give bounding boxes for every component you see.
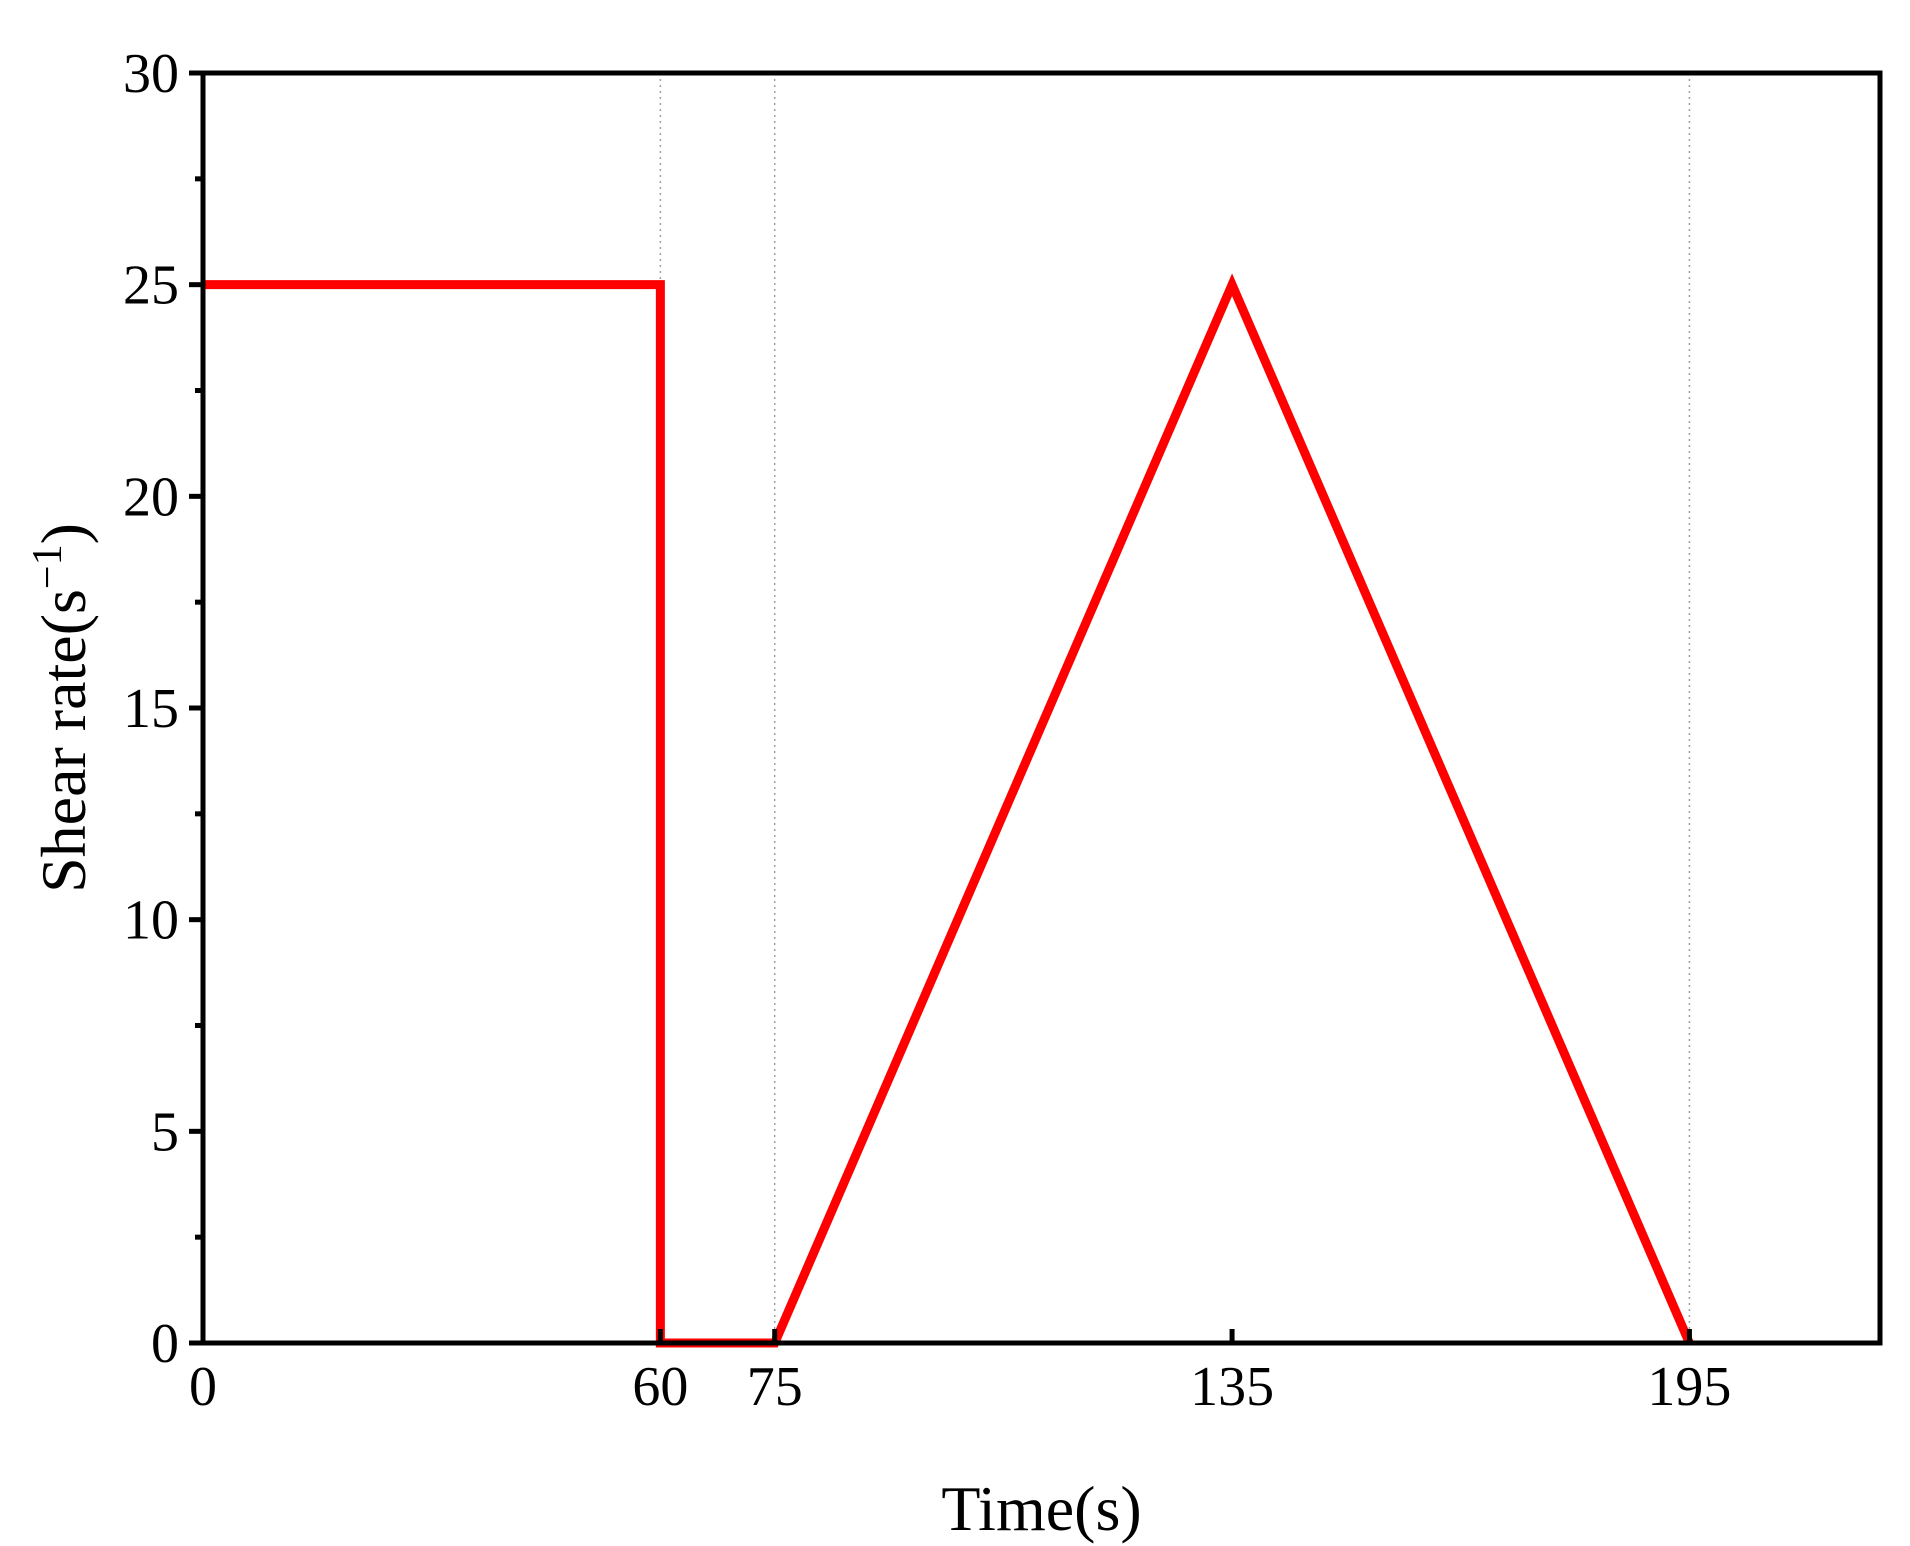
y-tick-label-15: 15 — [123, 678, 179, 740]
y-tick-label-5: 5 — [151, 1101, 179, 1163]
y-tick-label-10: 10 — [123, 890, 179, 952]
y-tick-label-30: 30 — [123, 43, 179, 105]
y-tick-label-25: 25 — [123, 255, 179, 317]
x-axis-title: Time(s) — [941, 1473, 1141, 1544]
y-axis-ticks — [189, 70, 203, 1346]
y-axis-title: Shear rate(s−1) — [25, 523, 99, 893]
x-axis-tick-labels: 0 60 75 135 195 — [189, 1356, 1731, 1418]
x-tick-label-75: 75 — [747, 1356, 803, 1418]
y-axis-title-superscript: −1 — [25, 544, 71, 589]
x-tick-label-195: 195 — [1647, 1356, 1731, 1418]
series-line-1 — [203, 273, 1694, 1348]
x-tick-label-0: 0 — [189, 1356, 217, 1418]
plot-frame — [200, 70, 1883, 1346]
y-tick-label-20: 20 — [123, 466, 179, 528]
x-tick-label-135: 135 — [1190, 1356, 1274, 1418]
y-tick-label-0: 0 — [151, 1313, 179, 1375]
y-axis-title-close: ) — [28, 523, 99, 544]
series-layer — [202, 273, 1694, 1348]
x-tick-label-60: 60 — [632, 1356, 688, 1418]
y-axis-tick-labels: 0 5 10 15 20 25 30 — [123, 43, 179, 1375]
reference-lines — [659, 73, 1691, 1343]
y-axis-title-main: Shear rate(s — [28, 589, 99, 893]
x-axis-ticks — [200, 1329, 1692, 1343]
